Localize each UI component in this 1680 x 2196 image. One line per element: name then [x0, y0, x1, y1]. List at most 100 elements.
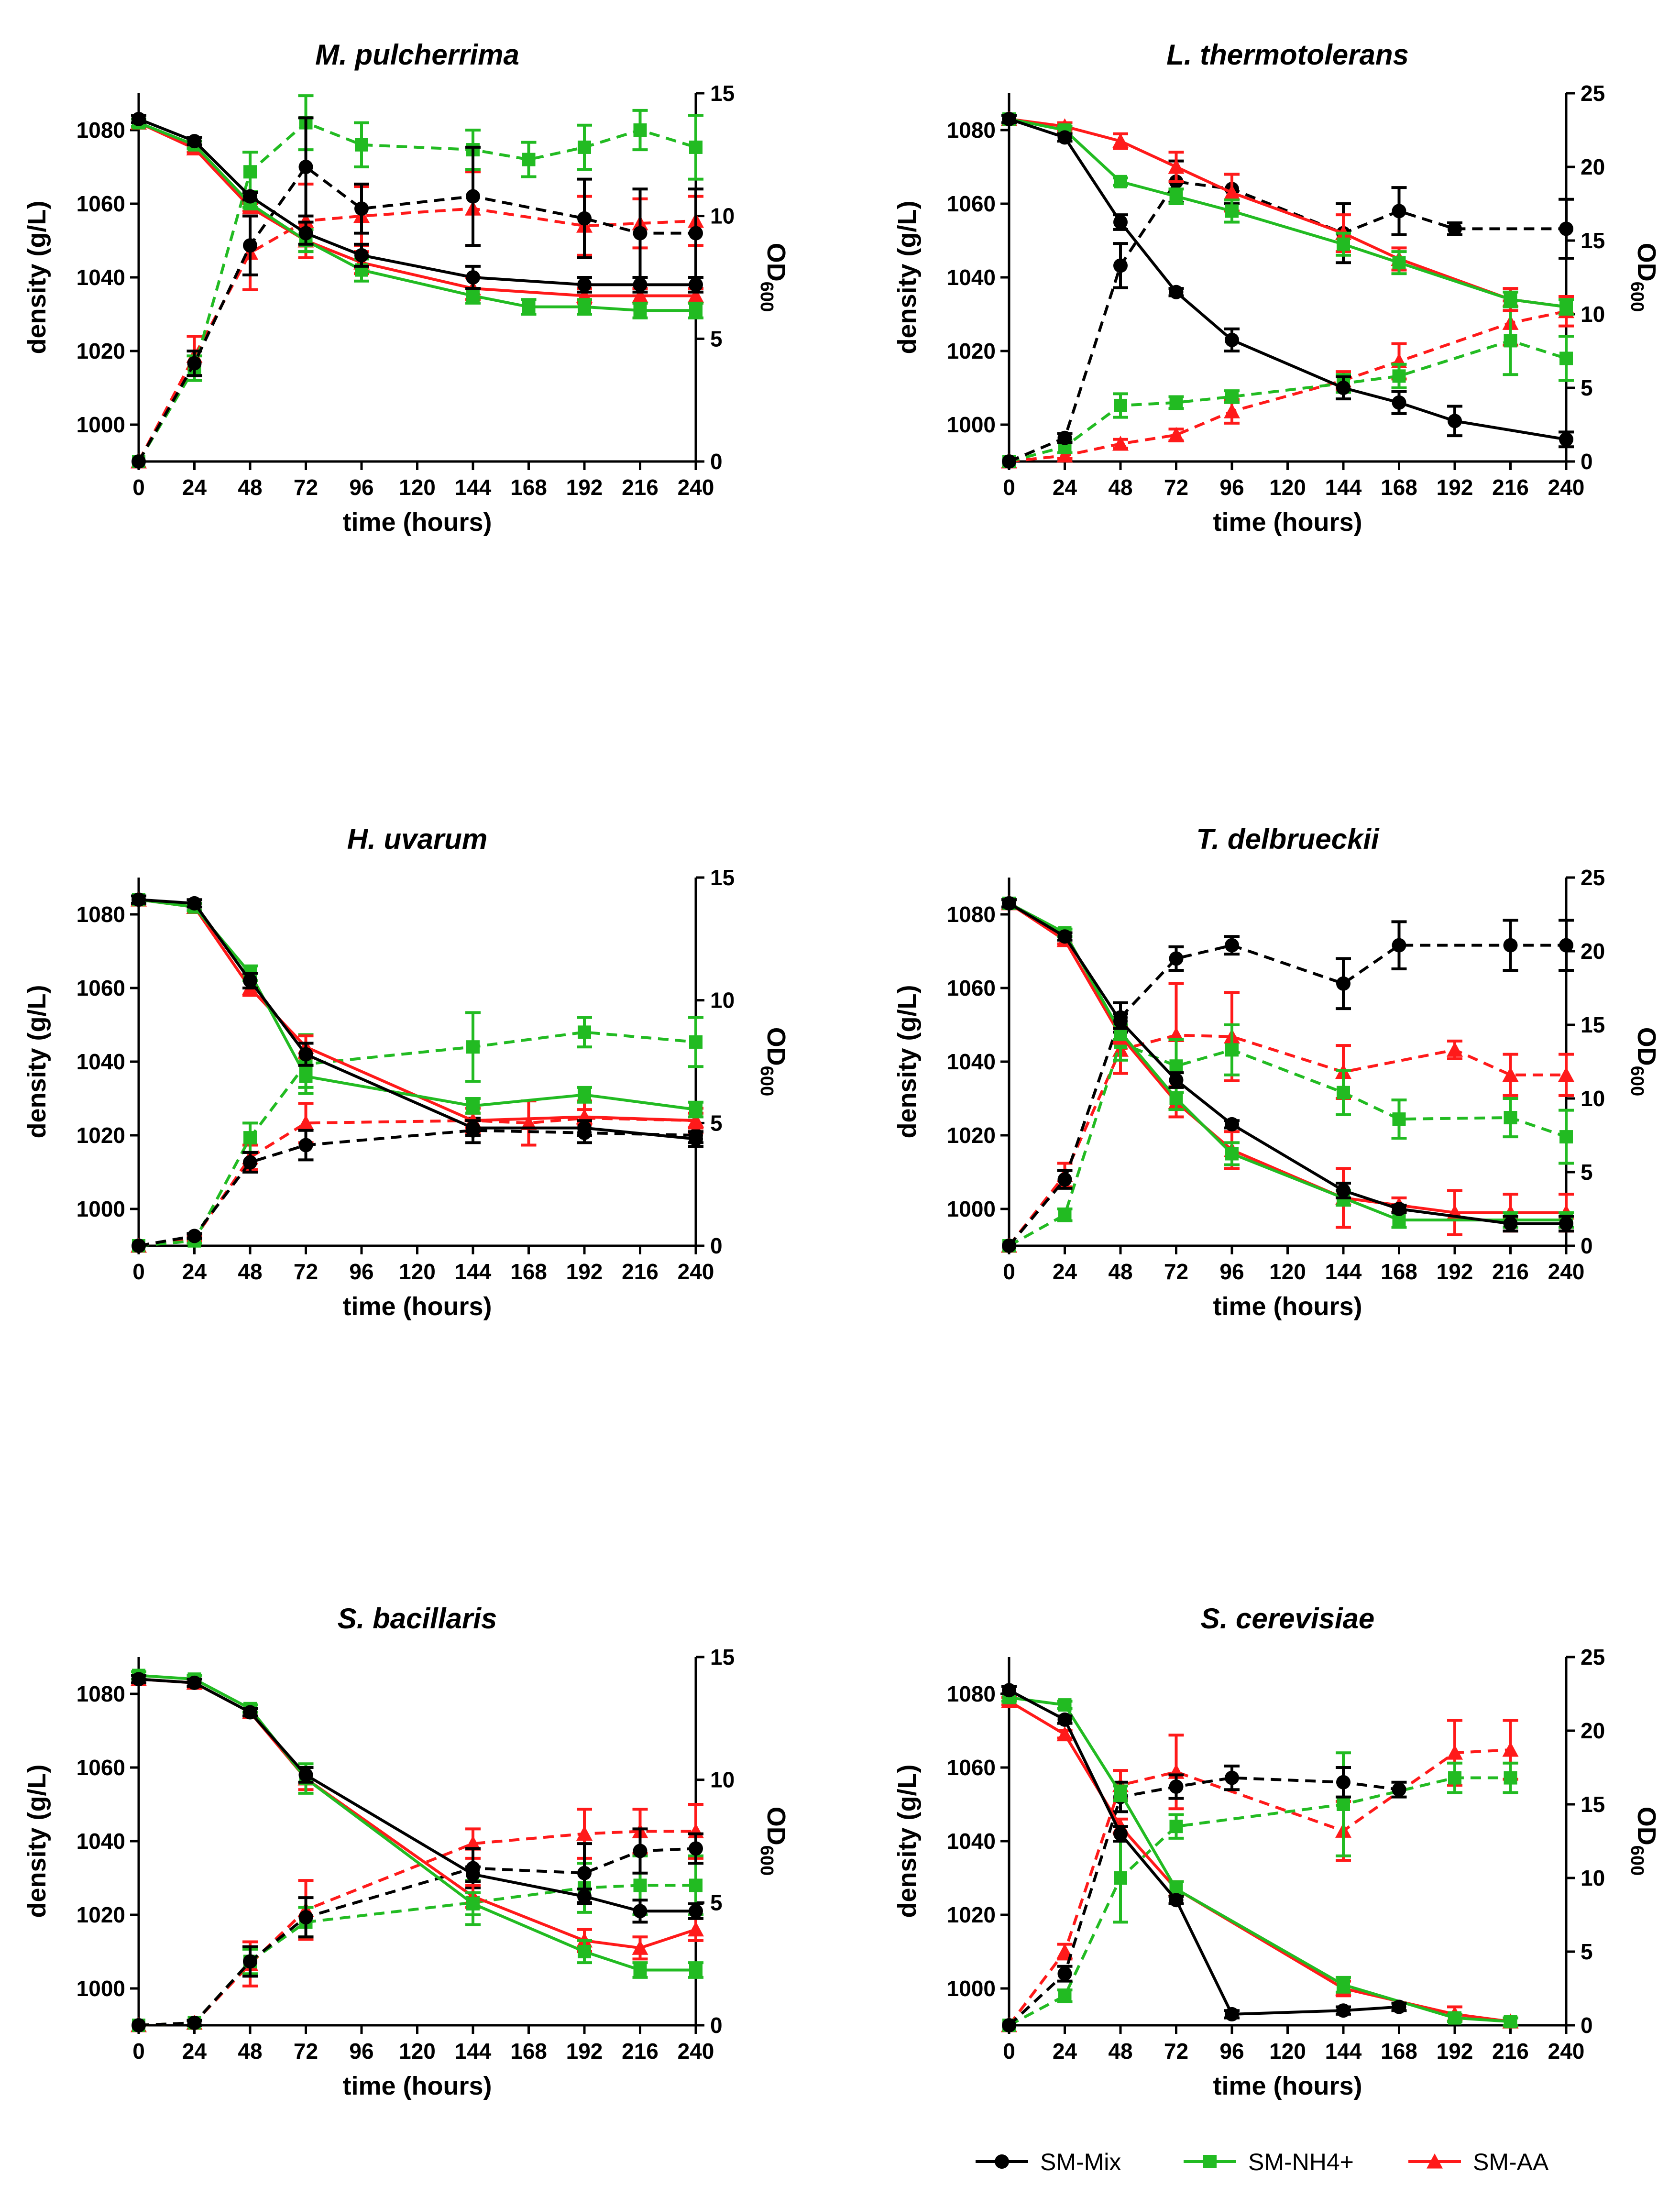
density-point	[466, 1897, 480, 1911]
od600-series-sm-mix	[132, 116, 703, 469]
density-point	[1337, 237, 1350, 251]
y2-tick-label: 15	[1581, 1012, 1605, 1037]
od600-point	[1559, 938, 1573, 953]
x-tick-label: 24	[1053, 2039, 1077, 2064]
y2-axis-label-main: OD	[762, 1027, 791, 1066]
y-tick-label: 1060	[77, 976, 125, 1000]
od600-point	[1504, 1111, 1517, 1125]
x-tick-label: 168	[1381, 475, 1417, 500]
y2-tick-label: 15	[710, 865, 735, 890]
legend: SM-Mix SM-NH4+ SM-AA	[976, 2149, 1549, 2175]
od600-point	[466, 189, 480, 204]
density-line-sm-aa	[138, 898, 696, 1122]
density-point	[466, 289, 480, 303]
od600-point	[298, 160, 313, 174]
density-series-sm-nh4	[131, 1669, 703, 1979]
x-tick-label: 240	[1548, 475, 1585, 500]
density-point	[1336, 381, 1351, 395]
density-point	[1504, 2015, 1517, 2029]
od600-series-sm-nh4	[1002, 1751, 1518, 2032]
y-axis-label: density (g/L)	[22, 201, 51, 354]
x-axis-label: time (hours)	[342, 2072, 492, 2100]
density-point	[1057, 929, 1072, 944]
density-point	[1336, 2003, 1351, 2018]
x-tick-label: 240	[678, 2039, 714, 2064]
x-tick-label: 48	[238, 475, 262, 500]
x-tick-label: 96	[1219, 2039, 1244, 2064]
legend-label: SM-AA	[1473, 2149, 1549, 2175]
x-tick-label: 144	[455, 2039, 492, 2064]
density-point	[689, 277, 703, 292]
density-point	[1002, 1683, 1016, 1698]
od600-point	[633, 226, 648, 241]
density-point	[633, 277, 648, 292]
od600-point	[1337, 1086, 1350, 1099]
od600-point	[1225, 1770, 1239, 1785]
y2-tick-label: 10	[710, 204, 735, 229]
legend-marker	[995, 2154, 1009, 2169]
od600-series-sm-aa	[1001, 1719, 1519, 2032]
legend-marker	[1427, 2153, 1443, 2169]
density-point	[689, 1131, 703, 1146]
density-point	[1058, 1698, 1072, 1712]
x-tick-label: 192	[566, 475, 603, 500]
x-tick-label: 48	[1108, 1259, 1132, 1284]
y-tick-label: 1020	[947, 339, 996, 363]
x-tick-label: 168	[510, 1259, 547, 1284]
od600-point	[187, 1229, 202, 1243]
od600-point	[187, 356, 202, 371]
od600-series-sm-aa	[131, 1099, 704, 1253]
od600-point	[1392, 1112, 1406, 1126]
density-line-sm-nh4	[138, 898, 696, 1111]
od600-point	[576, 1825, 593, 1841]
od600-line-sm-aa	[1009, 309, 1567, 463]
od600-point	[1114, 398, 1127, 412]
density-point	[578, 1945, 591, 1958]
density-point	[243, 189, 257, 204]
od600-line-sm-nh4	[137, 121, 696, 462]
x-tick-label: 24	[182, 475, 207, 500]
x-tick-label: 216	[1492, 1259, 1529, 1284]
density-series-sm-mix	[131, 111, 703, 294]
od600-line-sm-mix	[137, 165, 696, 462]
legend-label: SM-NH4+	[1248, 2149, 1354, 2175]
od600-point	[1057, 430, 1072, 445]
density-point	[577, 277, 592, 292]
y-tick-label: 1080	[77, 1681, 125, 1706]
y2-axis-label-main: OD	[1632, 1027, 1661, 1066]
y2-tick-label: 10	[710, 1768, 735, 1792]
density-point	[1113, 215, 1128, 230]
od600-point	[132, 2018, 146, 2032]
od600-line-sm-aa	[1008, 1033, 1566, 1247]
od600-point	[355, 138, 368, 152]
od600-point	[522, 153, 536, 166]
density-point	[522, 300, 536, 314]
y2-axis-label: OD600	[1627, 1807, 1661, 1876]
y2-axis-label-main: OD	[762, 243, 791, 282]
x-tick-label: 96	[1219, 1259, 1244, 1284]
y2-axis-label-sub: 600	[757, 1066, 777, 1096]
od600-point	[1002, 2018, 1016, 2032]
od600-point	[297, 212, 314, 228]
y2-axis-label-main: OD	[1632, 1807, 1661, 1845]
od600-point	[1056, 1943, 1073, 1959]
x-tick-label: 216	[1492, 2039, 1529, 2064]
x-tick-label: 72	[294, 1259, 318, 1284]
y2-tick-label: 10	[1581, 1086, 1605, 1111]
od600-point	[243, 1131, 257, 1145]
y2-tick-label: 10	[1581, 1866, 1605, 1890]
od600-point	[132, 454, 146, 469]
od600-line-sm-mix	[1008, 180, 1566, 463]
density-line-sm-aa	[1008, 1700, 1511, 2023]
od600-point	[298, 1138, 313, 1153]
od600-point	[1502, 1066, 1519, 1082]
y2-tick-label: 15	[1581, 228, 1605, 253]
od600-point	[1336, 976, 1351, 991]
density-point	[578, 1088, 591, 1102]
od600-point	[1559, 351, 1573, 365]
x-tick-label: 168	[1381, 1259, 1417, 1284]
density-point	[1392, 395, 1406, 410]
density-point	[1169, 189, 1183, 203]
density-point	[1168, 159, 1185, 174]
density-line-sm-mix	[138, 1678, 696, 1913]
